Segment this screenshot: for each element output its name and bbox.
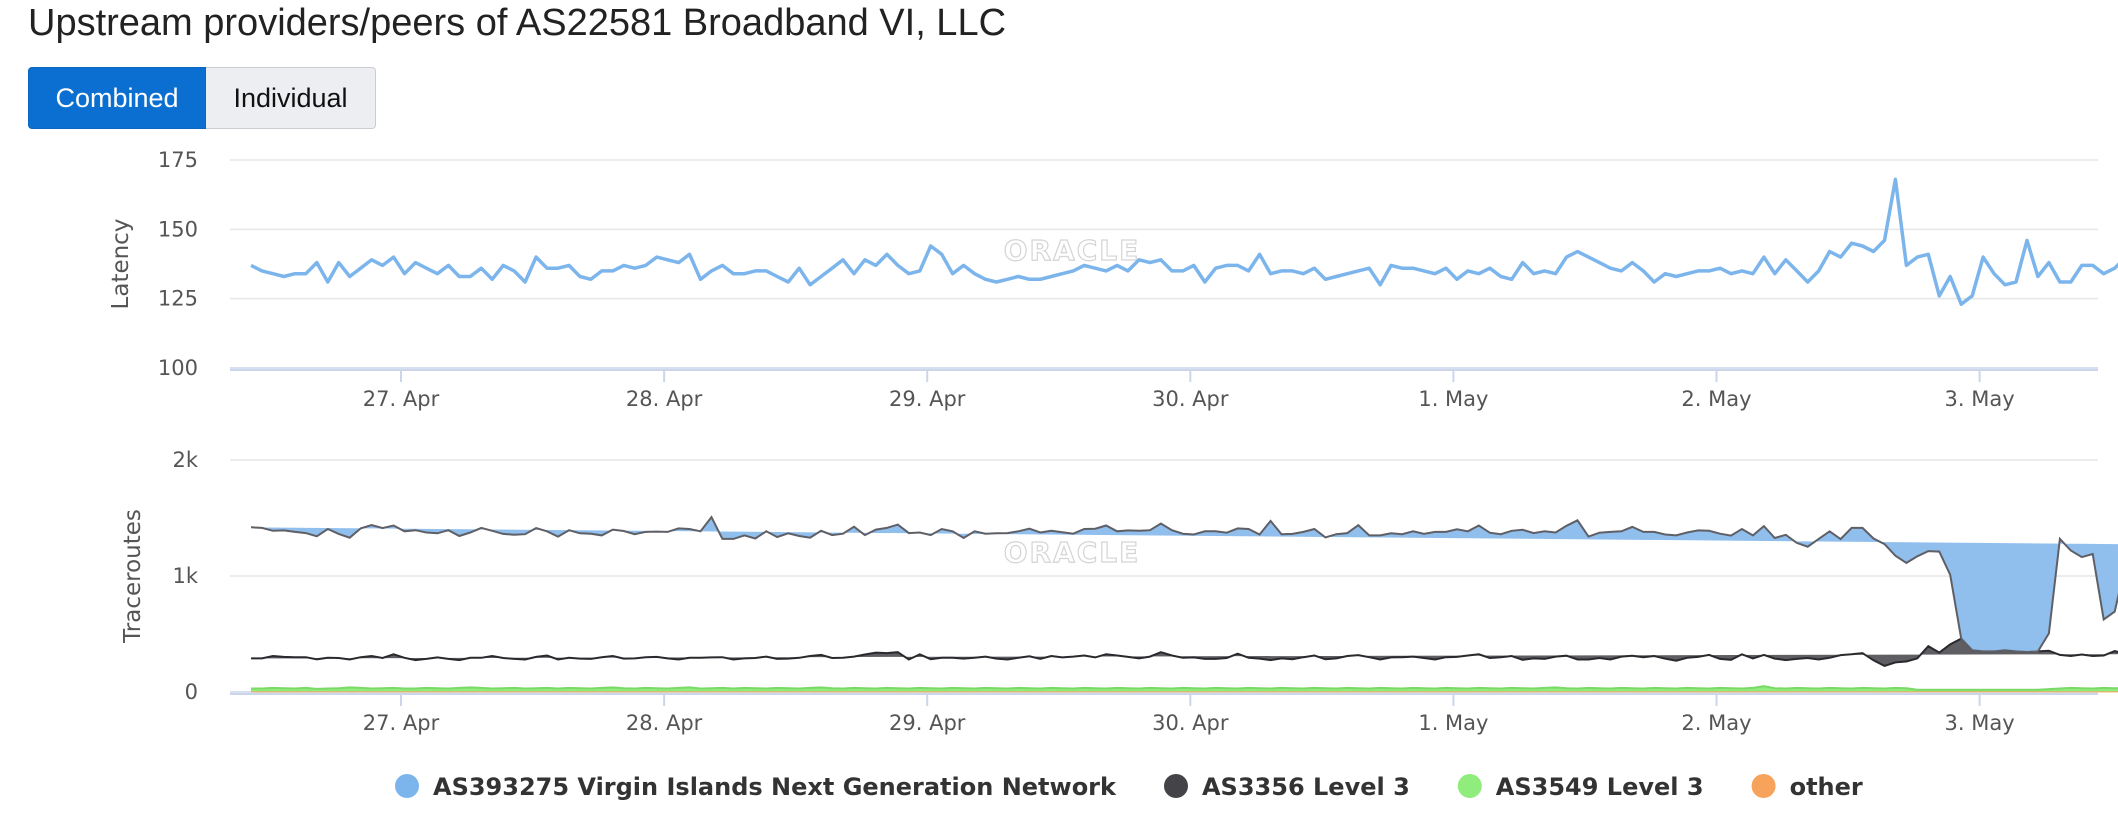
legend: AS393275 Virgin Islands Next Generation … (395, 773, 1863, 801)
x-tick-label: 27. Apr (363, 387, 440, 411)
x-tick-label: 1. May (1418, 711, 1488, 735)
x-tick-label: 28. Apr (626, 711, 703, 735)
y-tick-label: 150 (158, 217, 198, 241)
x-tick-label: 30. Apr (1152, 711, 1229, 735)
legend-marker (1163, 774, 1188, 798)
y-tick-label: 175 (158, 148, 198, 172)
area-virgin-islands (251, 517, 2118, 652)
individual-button[interactable]: Individual (206, 67, 376, 129)
x-tick-label: 28. Apr (626, 387, 703, 411)
legend-label: AS3356 Level 3 (1202, 773, 1410, 801)
oracle-watermark: ORACLE (1004, 536, 1141, 569)
legend-label: other (1790, 773, 1863, 801)
y-tick-label: 0 (185, 680, 198, 704)
area-virgin-islands-line (250, 515, 2118, 654)
y-tick-label: 1k (172, 564, 198, 588)
y-axis-title: Traceroutes (120, 509, 146, 644)
x-tick-label: 2. May (1681, 387, 1751, 411)
area-as3356-level3 (251, 638, 2118, 666)
x-tick-label: 29. Apr (889, 387, 966, 411)
x-tick-label: 1. May (1418, 387, 1488, 411)
x-tick-label: 3. May (1945, 711, 2015, 735)
y-tick-label: 125 (158, 287, 198, 311)
legend-marker (1457, 774, 1482, 798)
latency-series-line (250, 177, 2118, 306)
legend-marker (1751, 774, 1776, 798)
x-tick-label: 27. Apr (363, 711, 440, 735)
area-as3356-level3-line (251, 637, 2118, 667)
x-tick-label: 2. May (1681, 711, 1751, 735)
oracle-watermark: ORACLE (1004, 234, 1141, 267)
legend-label: AS3549 Level 3 (1496, 773, 1704, 801)
x-tick-label: 3. May (1945, 387, 2015, 411)
combined-button[interactable]: Combined (28, 67, 206, 129)
page-title: Upstream providers/peers of AS22581 Broa… (28, 2, 1007, 44)
view-toggle: Combined Individual (28, 67, 376, 129)
y-axis-title: Latency (108, 219, 134, 310)
traceroutes-panel: ORACLE 0 1k 2k Traceroutes 27. Apr 28. Apr 29. … (120, 448, 2118, 735)
legend-marker (395, 774, 419, 798)
x-tick-label: 30. Apr (1152, 387, 1229, 411)
legend-label: AS393275 Virgin Islands Next Generation … (433, 773, 1117, 801)
x-tick-label: 29. Apr (889, 711, 966, 735)
y-tick-label: 2k (172, 448, 198, 472)
latency-panel: ORACLE 100 125 150 175 Latency 27. Apr 28. Apr 2… (108, 148, 2118, 411)
y-tick-label: 100 (158, 356, 198, 380)
area-as3549-level3-line (251, 685, 2118, 691)
